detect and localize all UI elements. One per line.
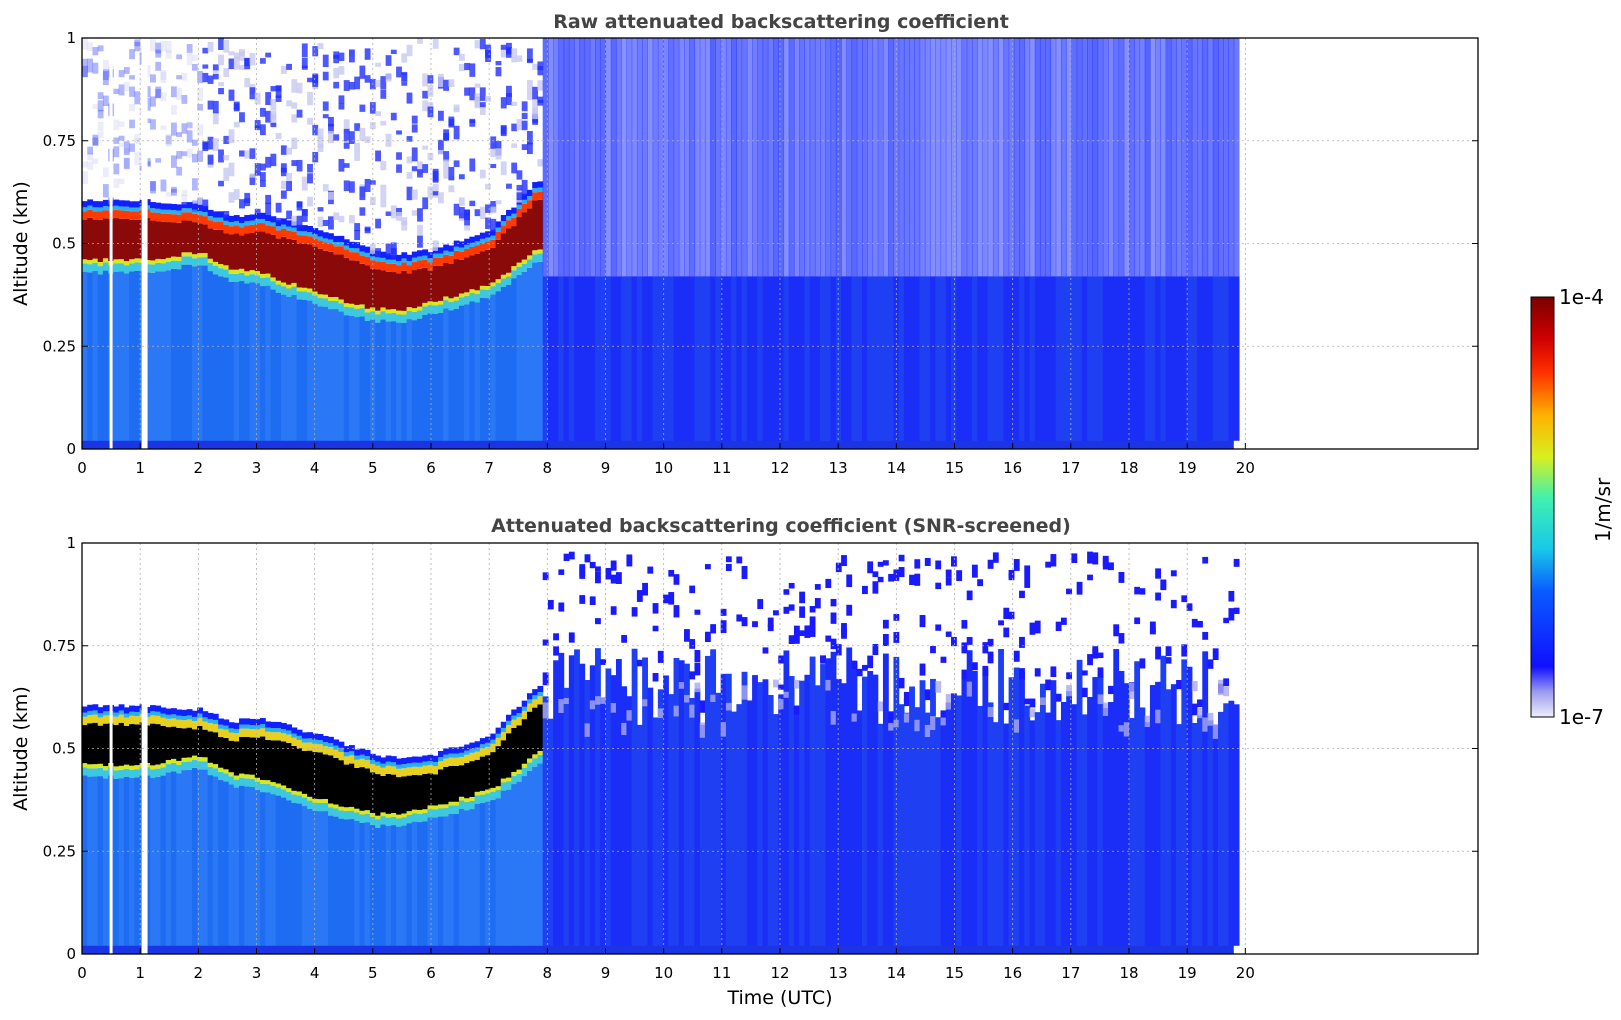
- x-tick-label: 18: [1119, 964, 1138, 982]
- x-tick-label: 17: [1061, 964, 1080, 982]
- y-tick-label: 0.75: [43, 637, 76, 655]
- data-gap: [141, 543, 148, 954]
- x-axis-ticks: 0 1 2 3 4 5 6 7 8 9 10 11 12 13 14 15 16 17 18 19 20: [77, 948, 1255, 982]
- x-tick-label: 13: [829, 964, 848, 982]
- colorbar-max-label: 1e-4: [1559, 285, 1604, 309]
- y-tick-label: 0.75: [43, 132, 76, 150]
- x-tick-label: 8: [543, 459, 553, 477]
- x-tick-label: 6: [426, 964, 436, 982]
- x-tick-label: 15: [945, 964, 964, 982]
- y-tick-label: 0.5: [52, 235, 76, 253]
- x-tick-label: 10: [654, 459, 673, 477]
- y-tick-label: 0.25: [43, 337, 76, 355]
- chart-title: Attenuated backscattering coefficient (S…: [491, 515, 1071, 537]
- x-tick-label: 0: [77, 459, 87, 477]
- y-axis-label: Altitude (km): [10, 686, 32, 811]
- x-tick-label: 3: [252, 459, 262, 477]
- x-tick-label: 20: [1236, 964, 1255, 982]
- colorbar-gradient: [1530, 296, 1555, 718]
- y-tick-label: 0.25: [43, 842, 76, 860]
- x-axis-ticks: 0 1 2 3 4 5 6 7 8 9 10 11 12 13 14 15 16 17 18 19 20: [77, 443, 1255, 477]
- x-axis-label: Time (UTC): [726, 987, 832, 1009]
- x-tick-label: 3: [252, 964, 262, 982]
- chart-title: Raw attenuated backscattering coefficien…: [553, 11, 1009, 33]
- heatmap-area: [82, 38, 1240, 449]
- x-tick-label: 5: [368, 459, 378, 477]
- x-tick-label: 2: [194, 964, 204, 982]
- y-tick-label: 0.5: [52, 740, 76, 758]
- x-tick-label: 12: [770, 459, 789, 477]
- x-tick-label: 12: [770, 964, 789, 982]
- y-tick-label: 1: [66, 534, 76, 552]
- x-tick-label: 11: [712, 459, 731, 477]
- data-gap: [109, 38, 113, 449]
- colorbar: 1e-4 1e-7 1/m/sr: [1530, 285, 1615, 729]
- data-gap: [109, 543, 113, 954]
- x-tick-label: 14: [887, 459, 906, 477]
- x-tick-label: 19: [1178, 459, 1197, 477]
- x-tick-label: 11: [712, 964, 731, 982]
- x-tick-label: 9: [601, 964, 611, 982]
- x-tick-label: 13: [829, 459, 848, 477]
- x-tick-label: 16: [1003, 964, 1022, 982]
- x-tick-label: 20: [1236, 459, 1255, 477]
- heatmap-columns: [82, 38, 1240, 441]
- x-tick-label: 1: [135, 964, 145, 982]
- colorbar-unit-label: 1/m/sr: [1591, 477, 1615, 542]
- x-tick-label: 9: [601, 459, 611, 477]
- x-tick-label: 18: [1119, 459, 1138, 477]
- x-tick-label: 4: [310, 964, 320, 982]
- x-tick-label: 17: [1061, 459, 1080, 477]
- x-tick-label: 19: [1178, 964, 1197, 982]
- x-tick-label: 6: [426, 459, 436, 477]
- x-tick-label: 14: [887, 964, 906, 982]
- y-tick-label: 0: [66, 945, 76, 963]
- x-tick-label: 7: [484, 459, 494, 477]
- x-tick-label: 1: [135, 459, 145, 477]
- y-axis-ticks: 0 0.25 0.5 0.75 1: [43, 534, 1478, 963]
- screened-backscatter-panel: Attenuated backscattering coefficient (S…: [10, 515, 1479, 1009]
- y-tick-label: 1: [66, 29, 76, 47]
- x-tick-label: 5: [368, 964, 378, 982]
- y-tick-label: 0: [66, 440, 76, 458]
- colorbar-min-label: 1e-7: [1559, 705, 1604, 729]
- x-tick-label: 8: [543, 964, 553, 982]
- data-gap: [141, 38, 148, 449]
- x-tick-label: 16: [1003, 459, 1022, 477]
- x-tick-label: 7: [484, 964, 494, 982]
- x-tick-label: 0: [77, 964, 87, 982]
- heatmap-columns: [82, 551, 1240, 946]
- x-tick-label: 4: [310, 459, 320, 477]
- x-tick-label: 10: [654, 964, 673, 982]
- y-axis-label: Altitude (km): [10, 181, 32, 306]
- y-axis-ticks: 0 0.25 0.5 0.75 1: [43, 29, 1478, 458]
- x-tick-label: 15: [945, 459, 964, 477]
- raw-backscatter-panel: Raw attenuated backscattering coefficien…: [10, 11, 1479, 477]
- heatmap-area: [82, 543, 1240, 954]
- x-tick-label: 2: [194, 459, 204, 477]
